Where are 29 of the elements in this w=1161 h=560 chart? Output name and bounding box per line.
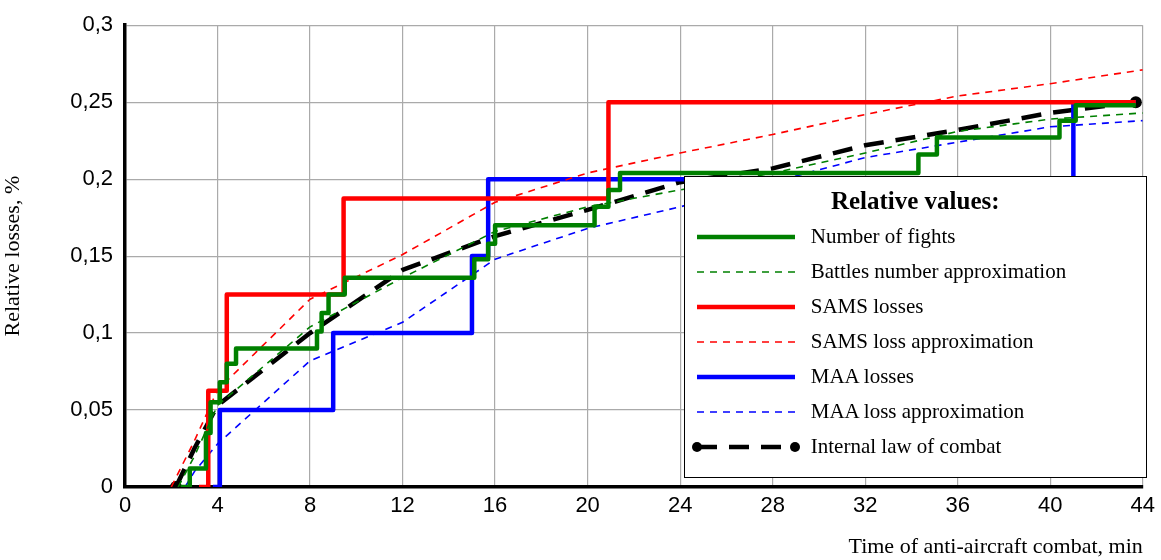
x-tick-label: 4 xyxy=(211,492,224,518)
y-tick-label: 0,05 xyxy=(70,396,113,422)
x-tick-label: 28 xyxy=(760,492,785,518)
legend-label: SAMS loss approximation xyxy=(810,329,1034,354)
x-tick-label: 8 xyxy=(303,492,317,518)
x-tick-label: 16 xyxy=(482,492,508,518)
y-tick-label: 0,1 xyxy=(82,319,113,345)
legend-label: SAMS losses xyxy=(810,294,924,319)
x-tick-label: 12 xyxy=(390,492,415,518)
x-tick-label: 32 xyxy=(852,492,878,518)
legend-label: Battles number approximation xyxy=(810,259,1067,284)
x-axis-title: Time of anti-aircraft combat, min xyxy=(848,532,1143,558)
y-tick-label: 0,25 xyxy=(70,88,113,114)
x-tick-label: 24 xyxy=(667,492,693,518)
y-tick-label: 0,15 xyxy=(70,242,113,268)
y-tick-label: 0 xyxy=(100,473,113,499)
x-tick-label: 0 xyxy=(118,492,132,518)
x-tick-label: 20 xyxy=(575,492,600,518)
x-tick-label: 44 xyxy=(1130,492,1156,518)
legend-title: Relative values: xyxy=(829,187,1001,215)
x-tick-label: 36 xyxy=(945,492,970,518)
y-tick-label: 0,3 xyxy=(82,11,113,37)
legend-label: Internal law of combat xyxy=(810,434,1002,459)
x-tick-label: 40 xyxy=(1038,492,1063,518)
y-axis-title: Relative losses, % xyxy=(0,175,24,337)
legend-label: MAA losses xyxy=(810,364,915,389)
legend-label: Number of fights xyxy=(810,224,956,249)
y-tick-label: 0,2 xyxy=(82,165,113,191)
legend-label: MAA loss approximation xyxy=(810,399,1025,424)
